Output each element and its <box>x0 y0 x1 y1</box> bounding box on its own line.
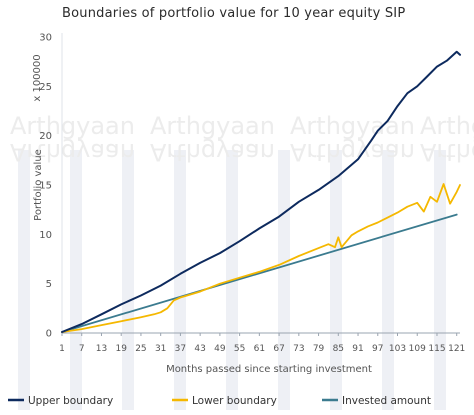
x-tick-label: 73 <box>293 344 304 354</box>
x-tick-label: 13 <box>96 344 107 354</box>
watermark-text: Arthgyaan <box>290 112 415 140</box>
x-tick-label: 37 <box>175 344 186 354</box>
x-tick-label: 55 <box>234 344 245 354</box>
series-line-lower-boundary <box>61 183 461 333</box>
y-tick-label: 15 <box>39 181 52 192</box>
y-tick-label: 0 <box>46 329 52 340</box>
y-tick-label: 10 <box>39 230 52 241</box>
series-line-upper-boundary <box>61 50 461 333</box>
background-band <box>70 150 82 410</box>
watermark-text-mirrored: Arthgyaan <box>150 138 275 166</box>
background-band <box>174 150 186 410</box>
x-tick-label: 121 <box>448 344 465 354</box>
series-layer <box>61 50 461 333</box>
watermark-text-mirrored: Arthgyaan <box>420 138 474 166</box>
x-tick-label: 7 <box>79 344 85 354</box>
chart-title: Boundaries of portfolio value for 10 yea… <box>62 6 406 21</box>
x-tick-label: 25 <box>135 344 146 354</box>
x-axis-label: Months passed since starting investment <box>166 364 372 375</box>
legend-label: Upper boundary <box>28 395 113 407</box>
y-tick-label: 20 <box>39 131 52 142</box>
x-tick-label: 91 <box>352 344 363 354</box>
y-axis-label: Portfolio value <box>33 149 44 221</box>
watermark-text: Arthgyaan <box>10 112 135 140</box>
x-tick-label: 19 <box>115 344 127 354</box>
background-band <box>434 150 446 410</box>
watermark-text-mirrored: Arthgyaan <box>290 138 415 166</box>
x-tick-label: 97 <box>372 344 383 354</box>
background-band <box>382 150 394 410</box>
watermark-text: Arthgyaan <box>150 112 275 140</box>
x-tick-label: 115 <box>428 344 445 354</box>
legend-label: Invested amount <box>342 395 431 407</box>
watermark-layer: ArthgyaanArthgyaanArthgyaanArthgyaanArth… <box>10 112 474 410</box>
x-tick-label: 67 <box>273 344 284 354</box>
x-tick-label: 103 <box>389 344 406 354</box>
y-tick-label: 30 <box>39 33 52 44</box>
background-band <box>330 150 342 410</box>
x-tick-label: 1 <box>59 344 65 354</box>
y-multiplier-label: x 100000 <box>32 54 43 101</box>
x-tick-label: 85 <box>333 344 344 354</box>
x-tick-label: 49 <box>214 344 226 354</box>
legend-label: Lower boundary <box>192 395 277 407</box>
legend: Upper boundary Lower boundary Invested amo… <box>8 395 431 407</box>
y-tick-label: 25 <box>39 82 52 93</box>
axes: 0 5 10 15 20 25 30 1 7 13 19 25 31 37 43 49 55 61 67 73 79 85… <box>39 33 465 355</box>
background-band <box>18 150 30 410</box>
x-tick-label: 61 <box>254 344 265 354</box>
x-tick-label: 31 <box>155 344 166 354</box>
watermark-text-mirrored: Arthgyaan <box>10 138 135 166</box>
watermark-text: Arthgyaan <box>420 112 474 140</box>
background-band <box>122 150 134 410</box>
x-tick-label: 109 <box>409 344 426 354</box>
y-tick-label: 5 <box>46 279 52 290</box>
x-tick-label: 79 <box>313 344 325 354</box>
x-tick-label: 43 <box>194 344 205 354</box>
series-line-invested-amount <box>61 213 458 333</box>
